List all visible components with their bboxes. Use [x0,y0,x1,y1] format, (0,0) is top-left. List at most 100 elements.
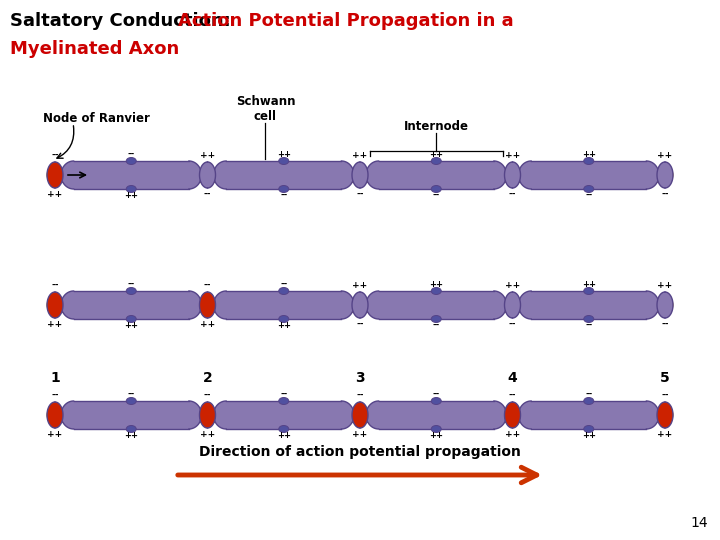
Ellipse shape [61,291,86,319]
Text: ++: ++ [657,151,672,160]
Text: --: -- [127,150,135,159]
Ellipse shape [214,291,239,319]
Ellipse shape [214,161,239,189]
Ellipse shape [47,292,63,318]
Ellipse shape [584,158,594,165]
Text: ++: ++ [582,280,595,289]
Ellipse shape [329,161,354,189]
Ellipse shape [47,408,58,422]
Ellipse shape [47,162,63,188]
Text: 2: 2 [202,371,212,385]
Text: --: -- [204,281,211,290]
Text: --: -- [509,190,516,199]
Ellipse shape [352,162,368,188]
Ellipse shape [47,298,58,312]
Ellipse shape [584,186,594,192]
Ellipse shape [431,158,441,165]
Ellipse shape [584,426,594,433]
Ellipse shape [199,402,215,428]
Ellipse shape [505,292,521,318]
Text: --: -- [356,190,364,199]
Text: --: -- [661,391,669,400]
Text: --: -- [51,391,59,400]
Bar [73,291,189,319]
Bar [379,401,494,429]
Ellipse shape [199,162,215,188]
Ellipse shape [634,161,659,189]
Ellipse shape [279,158,289,165]
Text: Action Potential Propagation in a: Action Potential Propagation in a [178,12,513,30]
Text: ++: ++ [657,281,672,290]
Ellipse shape [518,161,544,189]
Text: Internode: Internode [404,120,469,133]
Ellipse shape [126,186,136,192]
Ellipse shape [279,426,289,433]
Text: --: -- [661,190,669,199]
Ellipse shape [505,402,521,428]
Bar [531,401,647,429]
Ellipse shape [584,287,594,294]
Ellipse shape [126,158,136,165]
Ellipse shape [431,186,441,192]
Ellipse shape [431,426,441,433]
Ellipse shape [366,291,391,319]
Ellipse shape [199,292,215,318]
Text: ++: ++ [125,321,138,330]
Text: --: -- [433,321,440,330]
Text: ++: ++ [429,431,444,440]
Ellipse shape [126,315,136,322]
Bar [53,298,667,312]
Text: --: -- [433,390,440,399]
Ellipse shape [47,162,63,188]
Ellipse shape [518,401,544,429]
Ellipse shape [352,402,368,428]
Ellipse shape [657,292,673,318]
Ellipse shape [366,161,391,189]
Ellipse shape [47,402,63,428]
Ellipse shape [657,402,673,428]
Ellipse shape [279,186,289,192]
Text: ++: ++ [200,320,215,329]
Ellipse shape [431,315,441,322]
Ellipse shape [657,162,673,188]
Text: Node of Ranvier: Node of Ranvier [43,112,150,125]
Text: --: -- [51,281,59,290]
Text: ++: ++ [200,430,215,439]
Ellipse shape [199,162,215,188]
Text: ++: ++ [276,431,291,440]
Bar [531,161,647,189]
Text: ++: ++ [48,320,63,329]
Ellipse shape [279,397,289,404]
Text: ++: ++ [657,430,672,439]
Text: --: -- [280,390,287,399]
Bar [53,168,667,182]
Text: 14: 14 [690,516,708,530]
Bar [379,291,494,319]
Bar [73,401,189,429]
Bar [379,161,494,189]
Ellipse shape [634,291,659,319]
Text: ++: ++ [276,321,291,330]
Bar [226,291,341,319]
Text: ++: ++ [125,431,138,440]
Ellipse shape [481,161,506,189]
Ellipse shape [662,408,673,422]
Ellipse shape [657,292,673,318]
Ellipse shape [584,315,594,322]
Ellipse shape [199,292,215,318]
Text: --: -- [204,391,211,400]
Bar [531,291,647,319]
Ellipse shape [518,291,544,319]
Text: --: -- [661,320,669,329]
Ellipse shape [126,426,136,433]
Text: --: -- [280,280,287,289]
Ellipse shape [431,287,441,294]
Text: --: -- [585,321,593,330]
Ellipse shape [481,291,506,319]
Ellipse shape [47,402,63,428]
Text: --: -- [509,391,516,400]
Ellipse shape [279,315,289,322]
Ellipse shape [329,401,354,429]
Text: ++: ++ [200,151,215,160]
Text: --: -- [585,390,593,399]
